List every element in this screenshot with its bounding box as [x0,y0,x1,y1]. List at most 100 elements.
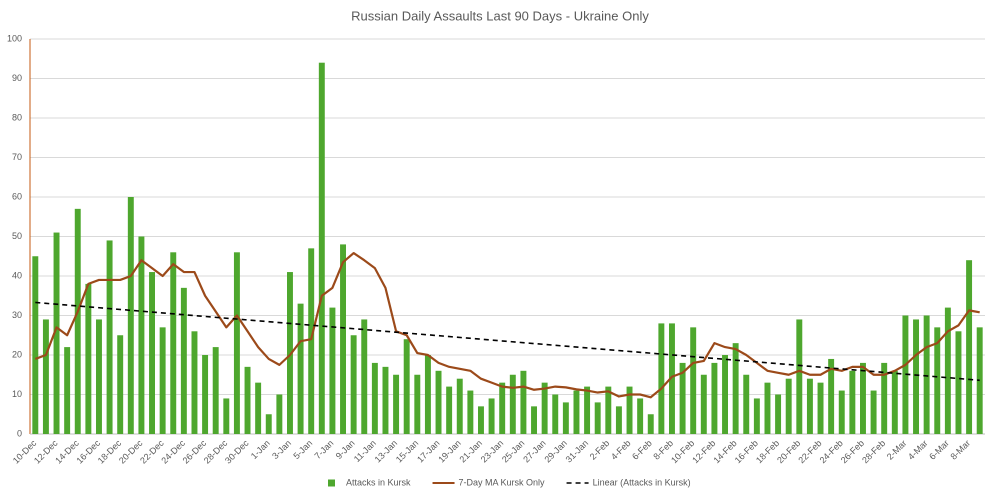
bar [817,382,824,434]
bar [658,323,665,434]
y-tick-label: 60 [12,191,22,201]
bar [233,252,240,434]
y-tick-label: 90 [12,73,22,83]
bar [743,374,750,434]
bar [775,394,782,434]
y-tick-label: 100 [7,33,22,43]
bar [669,323,675,434]
y-tick-label: 10 [12,389,22,399]
bar [53,232,60,434]
bar [955,331,962,434]
x-tick-label: 2-Mar [885,438,909,462]
bar [350,335,357,434]
bar [446,386,453,434]
x-tick-label: 23-Jan [479,438,506,465]
bar [276,394,283,434]
x-tick-label: 13-Jan [373,438,400,465]
bar [64,347,71,434]
bar [138,236,145,434]
bar [637,398,644,434]
bar [849,370,856,434]
legend-label: Linear (Attacks in Kursk) [593,477,691,487]
bar [541,382,548,434]
x-tick-label: 31-Jan [564,438,591,465]
bar [318,62,325,434]
bar [371,362,378,434]
bar [255,382,262,434]
bar [244,366,251,434]
legend-label: Attacks in Kursk [346,477,411,487]
bar [944,307,951,434]
x-tick-label: 6-Mar [927,438,951,462]
x-tick-label: 21-Jan [458,438,485,465]
ma-line [34,251,980,399]
bar [287,272,293,434]
bar [467,390,474,434]
chart-title: Russian Daily Assaults Last 90 Days - Uk… [351,8,649,23]
x-tick-label: 15-Jan [394,438,421,465]
bar [711,362,718,434]
y-tick-label: 30 [12,310,22,320]
bar [159,327,166,434]
bar [700,374,707,434]
x-tick-label: 27-Jan [521,438,548,465]
bar [96,319,102,434]
bar [870,390,877,434]
x-tick-label: 5-Jan [291,438,314,461]
bar [424,355,431,434]
bar [690,327,697,434]
bar [806,378,813,434]
x-tick-label: 7-Jan [313,438,336,461]
bar [796,319,803,434]
legend-label: 7-Day MA Kursk Only [459,477,546,487]
x-tick-label: 29-Jan [542,438,569,465]
x-tick-label: 30-Dec [223,438,251,466]
bar [753,398,760,434]
legend-swatch [328,479,335,487]
bar [584,386,591,434]
trend-line [35,301,980,382]
bar [860,362,866,434]
bar [202,355,209,434]
x-tick-label: 1-Jan [249,438,272,461]
x-tick-label: 3-Jan [270,438,293,461]
bar [913,319,919,434]
bar [615,406,622,434]
bar [594,402,601,434]
x-tick-label: 28-Feb [860,438,887,465]
bar [308,248,315,434]
bar [149,272,155,434]
bar [828,358,835,434]
bar [117,335,124,434]
bar [679,362,686,434]
y-tick-label: 70 [12,152,22,162]
bar [382,366,389,434]
bar [127,197,134,434]
bar [509,374,516,434]
bar [488,398,495,434]
y-tick-label: 50 [12,231,22,241]
bar [329,307,336,434]
bar [764,382,771,434]
bar [85,283,92,434]
bar [393,374,400,434]
bar [605,386,612,434]
bar [722,355,728,434]
bar [934,327,941,434]
bar [106,240,113,434]
x-tick-label: 6-Feb [630,438,654,462]
bar [976,327,983,434]
y-tick-label: 0 [17,428,22,438]
x-tick-label: 19-Jan [436,438,463,465]
bar [180,287,187,434]
bar [265,414,272,434]
bar [499,382,506,434]
bar [732,343,739,434]
bar [966,260,973,434]
bar [403,339,410,434]
bar [520,370,527,434]
bar [478,406,484,434]
x-tick-label: 2-Feb [588,438,612,462]
bar [435,370,442,434]
